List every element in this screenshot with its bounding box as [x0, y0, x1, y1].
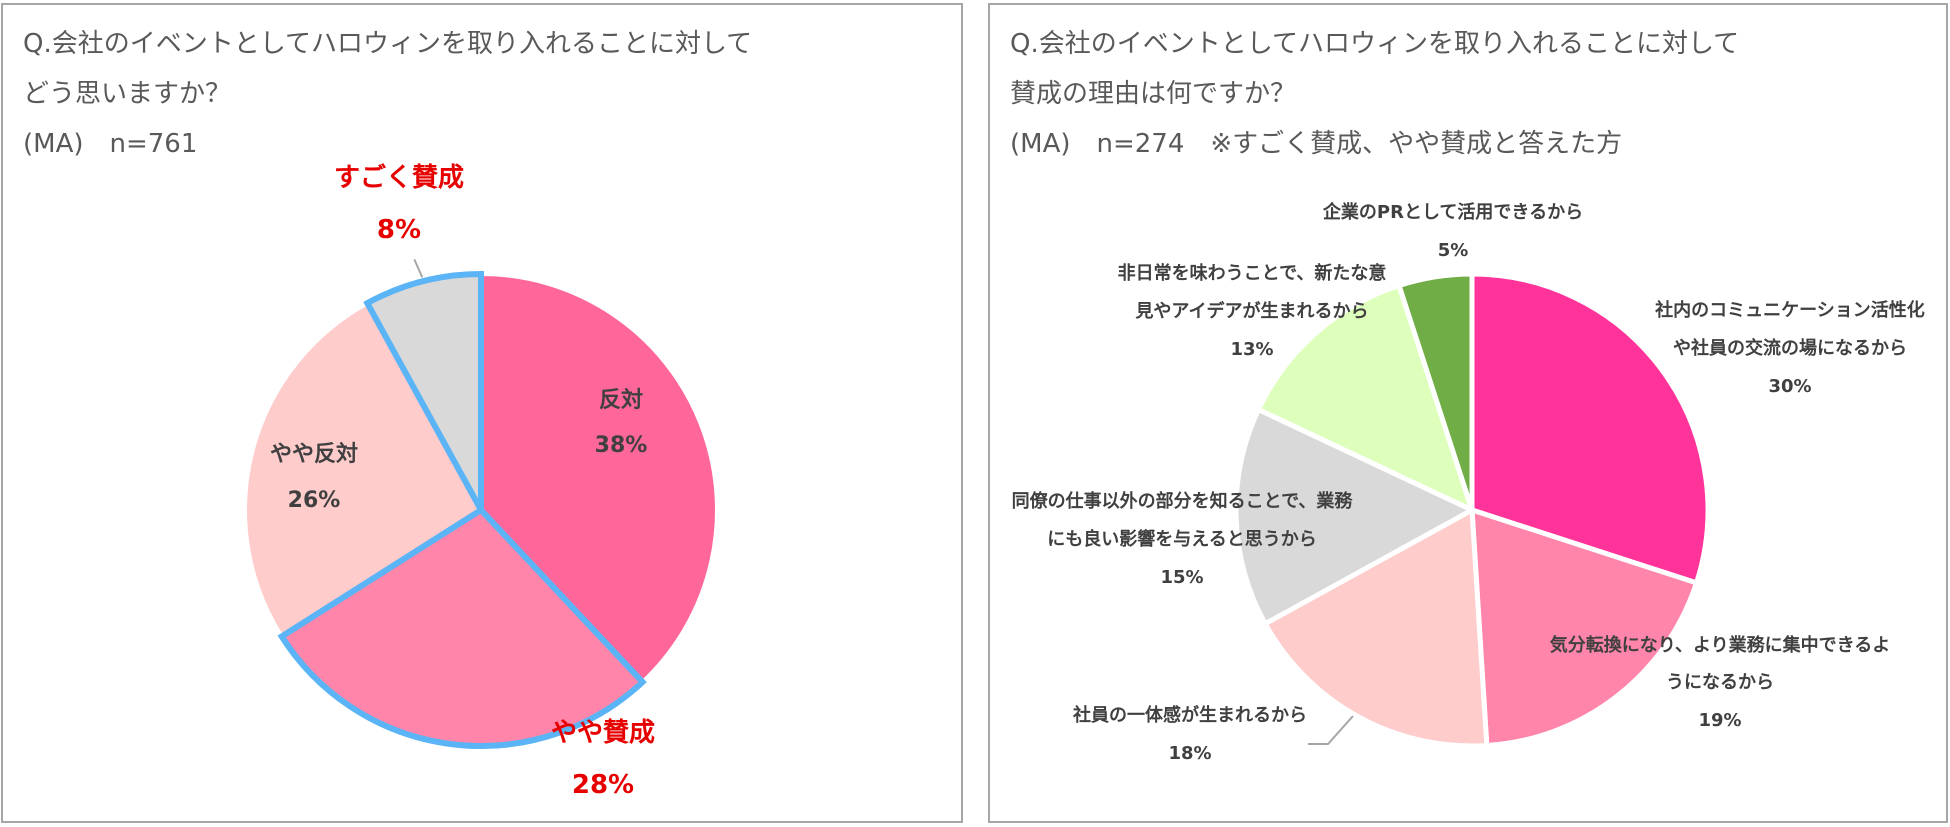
- data-label-category: 同僚の仕事以外の部分を知ることで、業務: [1012, 490, 1354, 512]
- pie-slice: [1396, 271, 1475, 513]
- data-label-category: 企業のPRとして活用できるから: [1322, 201, 1583, 223]
- data-label-category: 見やアイデアが生まれるから: [1134, 300, 1368, 322]
- data-label-category: や社員の交流の場になるから: [1673, 337, 1907, 359]
- pie-highlight-outline: [363, 270, 484, 512]
- data-label-category: すごく賛成: [334, 162, 464, 193]
- chart-title: Q.会社のイベントとしてハロウィンを取り入れることに対して: [23, 29, 753, 59]
- pie-slice: [1255, 283, 1475, 513]
- data-label-category: 非日常を味わうことで、新たな意: [1118, 262, 1387, 284]
- pie-slice: [1469, 271, 1711, 586]
- data-label-value: 19%: [1698, 710, 1741, 731]
- chart-panel-left: Q.会社のイベントとしてハロウィンを取り入れることに対して どう思いますか？ (…: [1, 3, 963, 823]
- data-label-category: 反対: [599, 388, 643, 413]
- chart-subtitle: 賛成の理由は何ですか？: [1010, 79, 1297, 109]
- leader-line: [413, 258, 424, 278]
- data-label-category: やや反対: [270, 442, 358, 467]
- pie-highlight-outline: [277, 506, 647, 749]
- data-label-category: うになるから: [1666, 672, 1774, 693]
- leader-line: [1308, 715, 1354, 745]
- chart-panel-right: Q.会社のイベントとしてハロウィンを取り入れることに対して 賛成の理由は何ですか…: [988, 3, 1948, 823]
- data-label-value: 8%: [377, 215, 421, 245]
- pie-slice: [1262, 507, 1490, 749]
- data-label-value: 5%: [1438, 240, 1469, 261]
- data-label-value: 13%: [1230, 339, 1273, 360]
- pie-slice: [1233, 407, 1475, 627]
- chart-subtitle: どう思いますか？: [23, 79, 232, 109]
- data-label-category: やや賛成: [551, 718, 655, 748]
- pie-slice-hantai: [479, 272, 719, 685]
- data-label-value: 28%: [572, 770, 634, 800]
- data-label-value: 30%: [1768, 376, 1811, 397]
- pie-slice: [1469, 507, 1699, 749]
- data-label-category: 気分転換になり、より業務に集中できるよ: [1550, 634, 1891, 656]
- data-label-category: 社内のコミュニケーション活性化: [1655, 299, 1925, 321]
- pie-chart-left: 反対 38% やや賛成 28% やや反対 26% すごく賛成 8%: [243, 162, 719, 800]
- chart-note: (MA) n=761: [23, 129, 198, 159]
- data-label-category: 社員の一体感が生まれるから: [1073, 704, 1307, 726]
- data-label-value: 18%: [1168, 743, 1211, 764]
- pie-slice-yaya-hantai: [243, 301, 483, 639]
- data-label-value: 15%: [1160, 567, 1203, 588]
- chart-note: (MA) n=274 ※すごく賛成、やや賛成と答えた方: [1010, 129, 1623, 159]
- data-label-category: にも良い影響を与えると思うから: [1047, 528, 1316, 550]
- data-label-value: 26%: [288, 488, 341, 513]
- data-label-value: 38%: [595, 433, 648, 458]
- chart-title: Q.会社のイベントとしてハロウィンを取り入れることに対して: [1010, 29, 1740, 59]
